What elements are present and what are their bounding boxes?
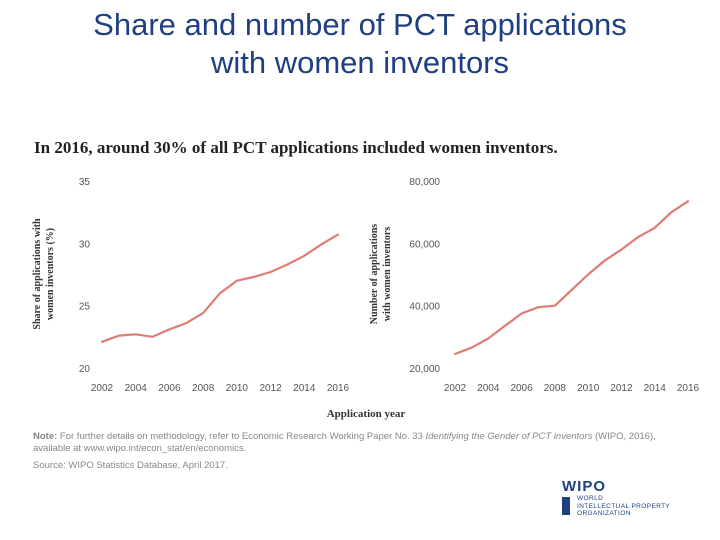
share-x-tick-label: 2008 (192, 383, 215, 394)
wipo-logo-tagline: WORLD INTELLECTUAL PROPERTY ORGANIZATION (577, 495, 670, 518)
wipo-logo-line1: WORLD (577, 495, 604, 502)
source: Source: WIPO Statistics Database, April … (33, 460, 228, 471)
note-label: Note: (33, 431, 58, 442)
note-text1: For further details on methodology, refe… (57, 431, 426, 442)
share-y-axis-title-line1: Share of applications with (32, 218, 43, 330)
note-text3: available at www.wipo.int/econ_stat/en/e… (33, 443, 247, 454)
x-axis-title: Application year (327, 408, 406, 420)
number-x-tick-label: 2014 (644, 383, 667, 394)
number-x-tick-label: 2016 (677, 383, 700, 394)
number-y-tick-label: 80,000 (409, 177, 440, 188)
number-y-tick-label: 60,000 (409, 239, 440, 250)
share-x-tick-label: 2002 (91, 383, 114, 394)
number-y-tick-label: 20,000 (409, 364, 440, 375)
slide-title-line2: with women inventors (210, 45, 510, 80)
share-x-tick-label: 2012 (259, 383, 282, 394)
chart-number: 80,000 60,000 40,000 20,000 2002 2004 2006 2008… (369, 177, 700, 394)
share-series-line (100, 233, 340, 343)
share-y-tick-label: 30 (79, 239, 91, 250)
number-x-tick-label: 2012 (610, 383, 633, 394)
share-y-tick-label: 35 (79, 177, 91, 188)
note: Note: For further details on methodology… (33, 431, 713, 455)
share-x-tick-label: 2010 (226, 383, 249, 394)
share-x-tick-label: 2014 (293, 383, 316, 394)
share-y-axis-title-line2: women inventors (%) (45, 228, 56, 320)
number-x-tick-label: 2010 (577, 383, 600, 394)
number-x-tick-label: 2008 (544, 383, 567, 394)
share-y-tick-label: 25 (79, 302, 91, 313)
wipo-logo-line3: ORGANIZATION (577, 510, 631, 517)
note-text2: (WIPO, 2016), (592, 431, 656, 442)
slide-title-line1: Share and number of PCT applications (93, 7, 627, 42)
number-series-line (453, 200, 690, 356)
number-x-tick-label: 2002 (444, 383, 467, 394)
share-x-tick-label: 2004 (125, 383, 148, 394)
slide-title: Share and number of PCT applications wit… (10, 6, 710, 82)
wipo-logo-word: WIPO (562, 478, 606, 495)
number-y-tick-label: 40,000 (409, 302, 440, 313)
wipo-logo-line2: INTELLECTUAL PROPERTY (577, 502, 671, 510)
number-y-axis-title-line2: with women inventors (382, 227, 393, 322)
share-x-tick-label: 2006 (158, 383, 181, 394)
note-paper-title: Identifying the Gender of PCT inventors (425, 431, 593, 442)
share-x-tick-label: 2016 (327, 383, 350, 394)
share-y-tick-label: 20 (79, 364, 91, 375)
wipo-logo-mark (562, 497, 570, 515)
chart-headline: In 2016, around 30% of all PCT applicati… (34, 138, 558, 157)
number-x-tick-label: 2004 (477, 383, 500, 394)
number-y-axis-title-line1: Number of applications (369, 224, 380, 324)
number-x-tick-label: 2006 (510, 383, 533, 394)
